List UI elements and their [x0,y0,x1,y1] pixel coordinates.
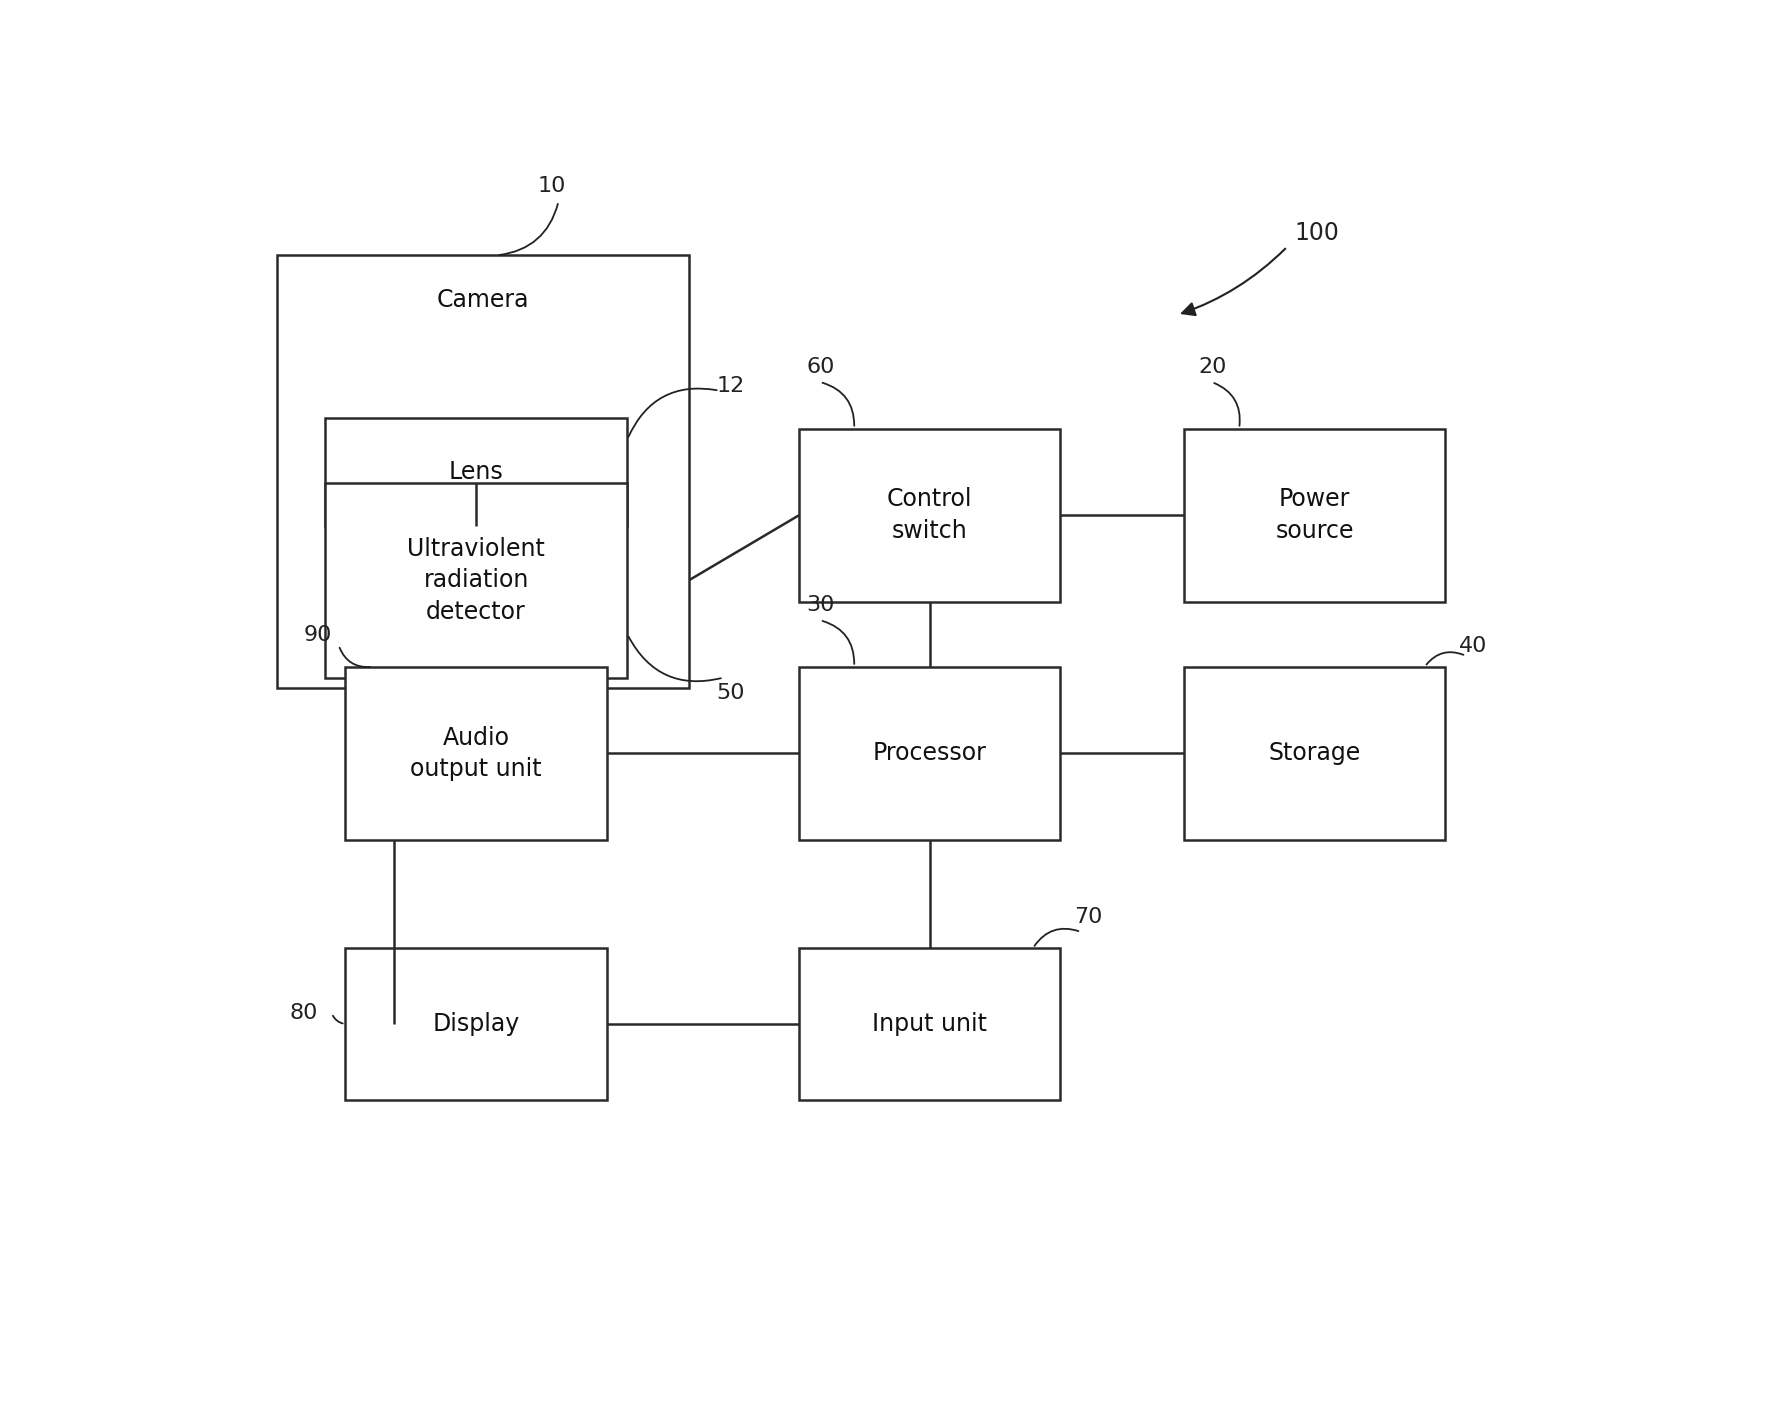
Text: 70: 70 [1074,907,1101,927]
Text: 40: 40 [1457,636,1486,655]
Bar [1184,666,1445,839]
Text: 50: 50 [716,683,745,703]
Text: Power
source: Power source [1275,488,1353,543]
Bar [346,948,606,1099]
Text: 20: 20 [1197,357,1225,377]
Bar [798,666,1060,839]
Text: 80: 80 [289,1002,317,1024]
Text: 10: 10 [537,176,566,195]
Text: Ultraviolent
radiation
detector: Ultraviolent radiation detector [408,537,544,624]
Text: Camera: Camera [436,288,528,312]
Text: 60: 60 [805,357,833,377]
Text: Display: Display [433,1012,519,1036]
Bar [1184,429,1445,602]
Text: 12: 12 [716,375,745,396]
Text: Processor: Processor [872,741,986,765]
Text: Input unit: Input unit [872,1012,988,1036]
Bar [798,948,1060,1099]
Text: 90: 90 [303,626,332,645]
Bar [324,418,628,526]
Bar [277,256,688,689]
Bar [798,429,1060,602]
Bar [324,482,628,678]
Text: Control
switch: Control switch [886,488,972,543]
Text: Audio
output unit: Audio output unit [410,725,541,782]
Text: Storage: Storage [1268,741,1360,765]
Text: Lens: Lens [449,460,504,484]
Bar [346,666,606,839]
Text: 30: 30 [805,595,833,614]
Text: 100: 100 [1294,221,1339,245]
